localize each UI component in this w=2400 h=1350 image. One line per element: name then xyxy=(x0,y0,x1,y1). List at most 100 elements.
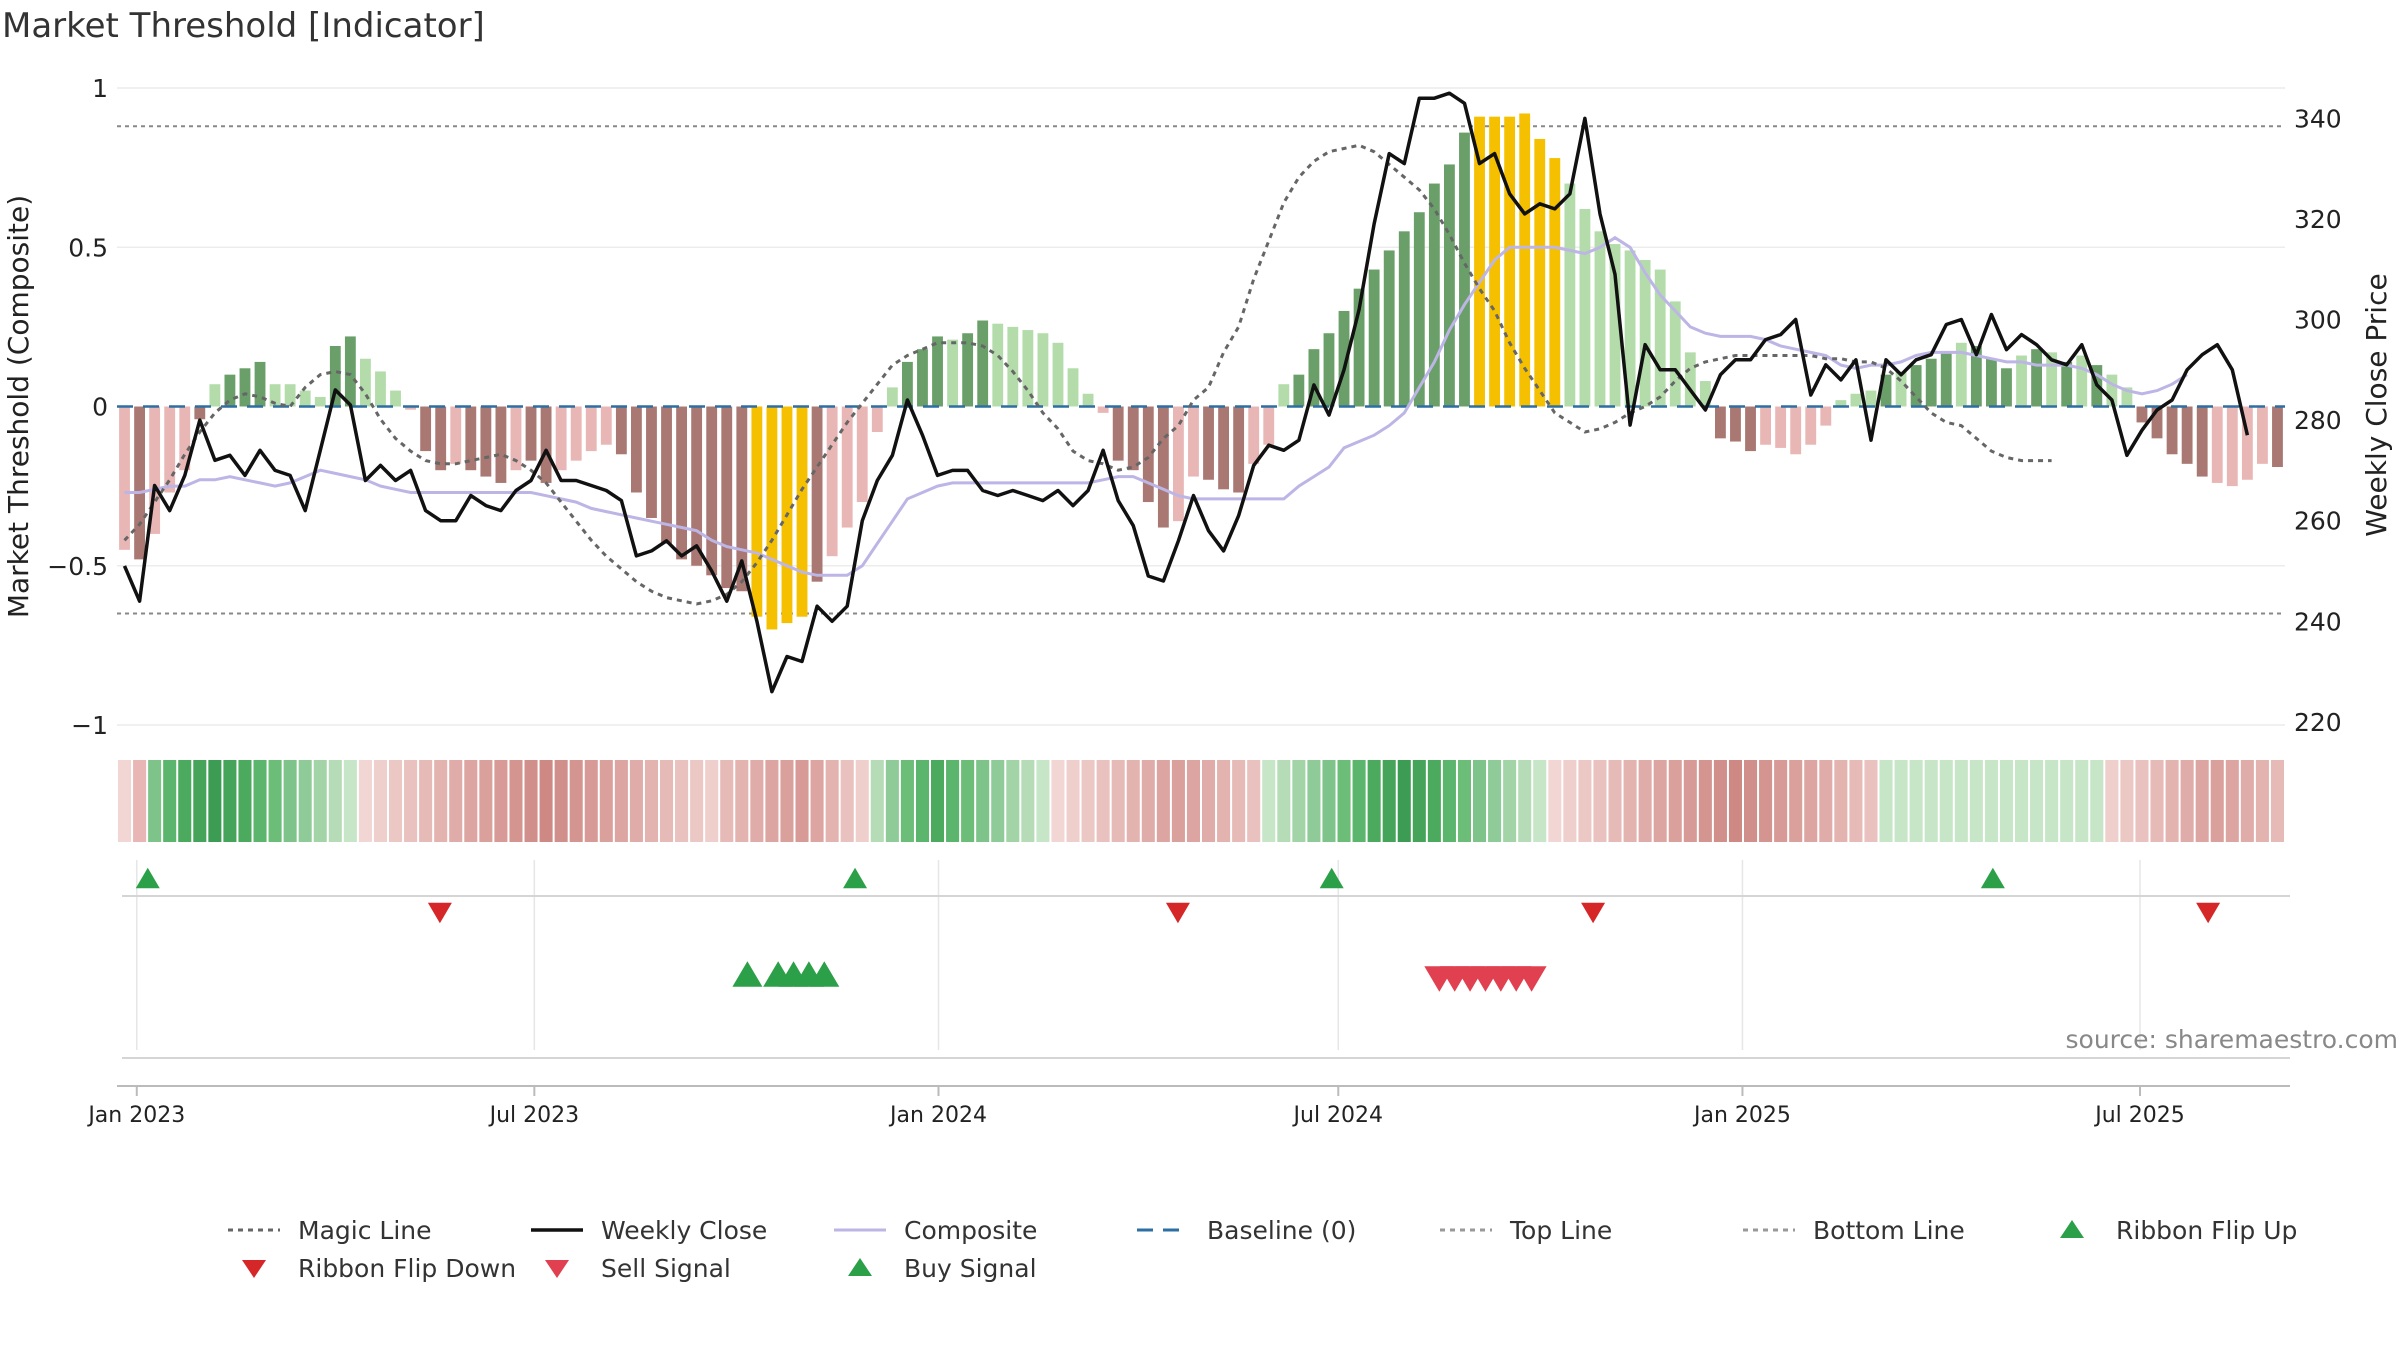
composite-bar xyxy=(1925,358,1937,407)
composite-bar xyxy=(1880,374,1892,407)
ribbon-cell xyxy=(193,760,207,842)
composite-bar xyxy=(1474,116,1485,407)
composite-bar xyxy=(269,384,281,407)
composite-bar xyxy=(2016,355,2027,407)
ribbon-cell xyxy=(2165,760,2179,842)
composite-bar xyxy=(194,406,206,420)
ribbon-cell xyxy=(1954,760,1968,842)
composite-bar xyxy=(284,384,296,407)
ribbon-flip-up-marker xyxy=(843,867,868,889)
composite-bar xyxy=(1730,406,1741,442)
ribbon-cell xyxy=(1156,760,1170,842)
composite-bar xyxy=(1714,406,1726,439)
ribbon-cell xyxy=(328,760,342,842)
triangle-down-icon xyxy=(242,1260,266,1278)
ribbon-cell xyxy=(1774,760,1788,842)
ribbon-cell xyxy=(1262,760,1276,842)
composite-bar xyxy=(1142,406,1154,503)
ribbon-cell xyxy=(569,760,583,842)
composite-bar xyxy=(1082,393,1094,407)
composite-bar xyxy=(615,406,627,455)
composite-bar xyxy=(1985,358,1997,407)
ribbon-cell xyxy=(1849,760,1863,842)
ribbon-cell xyxy=(1186,760,1200,842)
x-tick-label: Jan 2024 xyxy=(888,1103,987,1128)
composite-bar xyxy=(1157,406,1169,528)
ribbon-cell xyxy=(118,760,132,842)
composite-bar xyxy=(1203,406,1214,480)
composite-bar xyxy=(1790,406,1802,455)
composite-bar xyxy=(1022,330,1034,407)
composite-bar xyxy=(1745,406,1756,452)
ribbon-cell xyxy=(1307,760,1321,842)
ribbon-cell xyxy=(358,760,372,842)
composite-bar xyxy=(1383,250,1395,407)
composite-bar xyxy=(2151,406,2163,439)
ribbon-cell xyxy=(1006,760,1020,842)
composite-bar xyxy=(1353,288,1365,407)
composite-bar xyxy=(390,390,401,407)
composite-bar xyxy=(1549,158,1561,407)
composite-bar xyxy=(691,406,703,566)
y2-tick-label: 260 xyxy=(2294,507,2342,536)
composite-bar xyxy=(2241,406,2253,480)
composite-bar xyxy=(2196,406,2208,477)
ribbon-cell xyxy=(1804,760,1818,842)
ribbon-cell xyxy=(1548,760,1562,842)
composite-bar xyxy=(1278,384,1290,407)
sell-signal-marker xyxy=(1516,966,1547,992)
ribbon-cell xyxy=(1397,760,1411,842)
ribbon-cell xyxy=(2045,760,2059,842)
ribbon-cell xyxy=(1051,760,1065,842)
composite-bar xyxy=(766,406,778,630)
legend-label: Ribbon Flip Down xyxy=(298,1253,517,1283)
ribbon-cell xyxy=(675,760,689,842)
ribbon-cell xyxy=(389,760,403,842)
ribbon-cell xyxy=(2015,760,2029,842)
ribbon-cell xyxy=(976,760,990,842)
ribbon-cell xyxy=(2270,760,2284,842)
composite-bar xyxy=(1940,352,1952,407)
composite-bar xyxy=(1248,406,1260,464)
legend-item: Sell Signal xyxy=(527,1248,731,1288)
dashed-line-icon xyxy=(1137,1228,1189,1232)
composite-bar xyxy=(962,333,974,407)
composite-bar xyxy=(224,374,236,407)
ribbon-cell xyxy=(223,760,237,842)
composite-bar xyxy=(736,406,748,592)
ribbon-cell xyxy=(373,760,387,842)
composite-bar xyxy=(992,323,1004,407)
ribbon-cell xyxy=(750,760,764,842)
triangle-up-icon xyxy=(848,1258,872,1276)
composite-bar xyxy=(239,368,251,407)
ribbon-cell xyxy=(1593,760,1607,842)
ribbon-cell xyxy=(1442,760,1456,842)
ribbon-cell xyxy=(1879,760,1893,842)
ribbon-cell xyxy=(163,760,177,842)
ribbon-cell xyxy=(1713,760,1727,842)
ribbon-cell xyxy=(1728,760,1742,842)
composite-bar xyxy=(344,336,356,407)
composite-bar xyxy=(1112,406,1124,461)
composite-bar xyxy=(721,406,733,589)
y2-tick-label: 280 xyxy=(2294,406,2342,435)
composite-bar xyxy=(1669,301,1681,407)
composite-bar xyxy=(1760,406,1772,445)
ribbon-cell xyxy=(2030,760,2044,842)
ribbon-cell xyxy=(2075,760,2089,842)
composite-bar xyxy=(661,406,672,544)
composite-bar xyxy=(1188,406,1199,477)
ribbon-cell xyxy=(1457,760,1471,842)
composite-bar xyxy=(811,406,823,582)
ribbon-cell xyxy=(931,760,945,842)
composite-bar xyxy=(1820,406,1832,426)
ribbon-cell xyxy=(1277,760,1291,842)
composite-bar xyxy=(359,358,371,407)
ribbon-cell xyxy=(1247,760,1261,842)
composite-bar xyxy=(540,406,552,483)
composite-bar xyxy=(886,387,898,407)
ribbon-cell xyxy=(765,760,779,842)
x-tick-label: Jul 2025 xyxy=(2093,1103,2185,1128)
ribbon-cell xyxy=(494,760,508,842)
composite-bar xyxy=(465,406,477,471)
